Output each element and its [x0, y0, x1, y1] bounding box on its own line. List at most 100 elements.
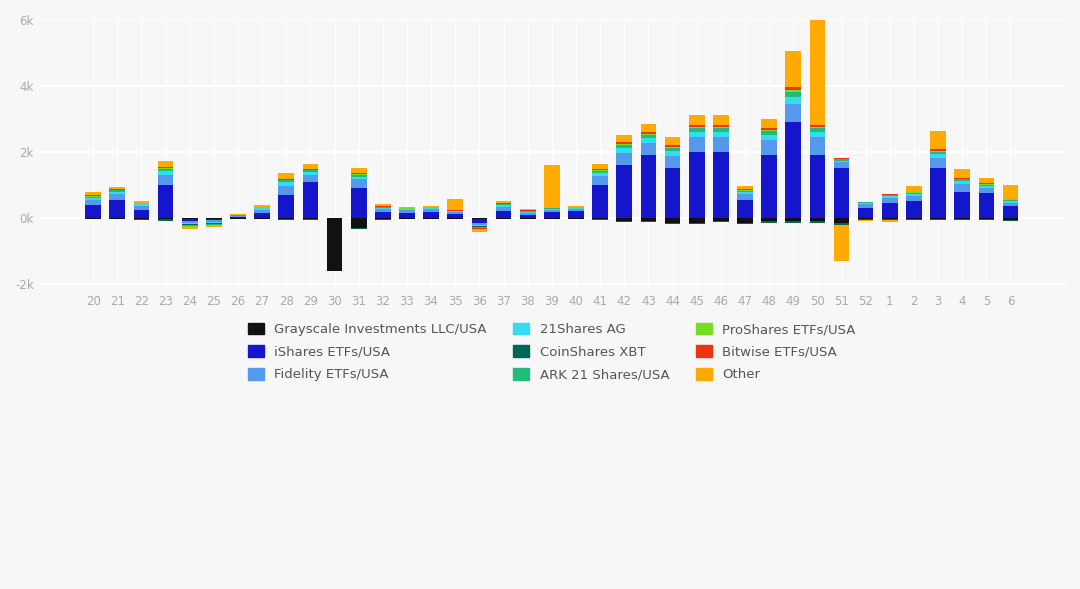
- Bar: [664, 218, 680, 223]
- Bar: [568, 211, 584, 218]
- Bar: [689, 115, 704, 125]
- Bar: [640, 124, 657, 133]
- Bar: [664, 137, 680, 145]
- Bar: [617, 221, 632, 222]
- Bar: [689, 127, 704, 128]
- Bar: [230, 214, 246, 215]
- Bar: [713, 115, 729, 125]
- Bar: [472, 223, 487, 225]
- Bar: [326, 218, 342, 271]
- Bar: [447, 198, 463, 210]
- Bar: [737, 186, 753, 190]
- Bar: [810, 125, 825, 127]
- Bar: [592, 218, 608, 219]
- Bar: [810, 12, 825, 125]
- Bar: [930, 219, 946, 220]
- Bar: [400, 209, 415, 210]
- Bar: [737, 192, 753, 194]
- Bar: [640, 134, 657, 135]
- Bar: [834, 168, 849, 218]
- Bar: [713, 132, 729, 137]
- Bar: [978, 193, 995, 218]
- Bar: [544, 218, 559, 219]
- Bar: [761, 130, 777, 131]
- Bar: [134, 210, 149, 218]
- Bar: [1002, 200, 1018, 201]
- Bar: [858, 208, 874, 218]
- Bar: [713, 125, 729, 127]
- Bar: [351, 168, 366, 173]
- Bar: [640, 143, 657, 155]
- Bar: [375, 218, 391, 219]
- Bar: [882, 219, 897, 220]
- Bar: [640, 218, 657, 221]
- Bar: [955, 169, 970, 178]
- Bar: [810, 132, 825, 137]
- Bar: [109, 191, 125, 194]
- Bar: [279, 219, 294, 220]
- Bar: [906, 219, 921, 220]
- Bar: [109, 218, 125, 219]
- Bar: [978, 183, 995, 184]
- Bar: [254, 209, 270, 210]
- Bar: [279, 195, 294, 218]
- Bar: [109, 187, 125, 189]
- Bar: [955, 219, 970, 220]
- Bar: [279, 173, 294, 178]
- Bar: [496, 203, 511, 204]
- Bar: [906, 201, 921, 218]
- Bar: [254, 208, 270, 209]
- Bar: [568, 206, 584, 207]
- Bar: [279, 186, 294, 195]
- Bar: [689, 137, 704, 152]
- Bar: [978, 218, 995, 219]
- Bar: [158, 167, 174, 168]
- Bar: [423, 218, 438, 219]
- Bar: [810, 221, 825, 223]
- Bar: [1002, 203, 1018, 206]
- Bar: [955, 181, 970, 184]
- Bar: [882, 196, 897, 198]
- Bar: [713, 127, 729, 128]
- Bar: [496, 206, 511, 207]
- Bar: [496, 218, 511, 219]
- Bar: [158, 170, 174, 171]
- Bar: [906, 193, 921, 194]
- Bar: [375, 212, 391, 218]
- Bar: [158, 175, 174, 185]
- Bar: [640, 221, 657, 222]
- Bar: [85, 218, 100, 219]
- Bar: [834, 163, 849, 168]
- Bar: [181, 227, 198, 229]
- Bar: [713, 137, 729, 152]
- Bar: [351, 175, 366, 177]
- Bar: [810, 137, 825, 155]
- Bar: [640, 155, 657, 218]
- Bar: [568, 207, 584, 209]
- Bar: [134, 201, 149, 203]
- Bar: [181, 223, 198, 224]
- Bar: [302, 173, 319, 175]
- Bar: [351, 177, 366, 179]
- Bar: [664, 147, 680, 148]
- Bar: [785, 90, 801, 91]
- Bar: [423, 212, 438, 218]
- Bar: [737, 194, 753, 200]
- Bar: [134, 219, 149, 220]
- Bar: [85, 192, 100, 196]
- Bar: [761, 135, 777, 140]
- Bar: [858, 204, 874, 208]
- Bar: [519, 211, 536, 213]
- Bar: [568, 218, 584, 219]
- Bar: [882, 198, 897, 203]
- Bar: [785, 97, 801, 104]
- Bar: [785, 104, 801, 123]
- Bar: [279, 178, 294, 180]
- Bar: [302, 175, 319, 181]
- Bar: [447, 218, 463, 219]
- Bar: [785, 91, 801, 97]
- Bar: [1002, 220, 1018, 221]
- Bar: [351, 173, 366, 174]
- Bar: [761, 218, 777, 221]
- Bar: [858, 219, 874, 220]
